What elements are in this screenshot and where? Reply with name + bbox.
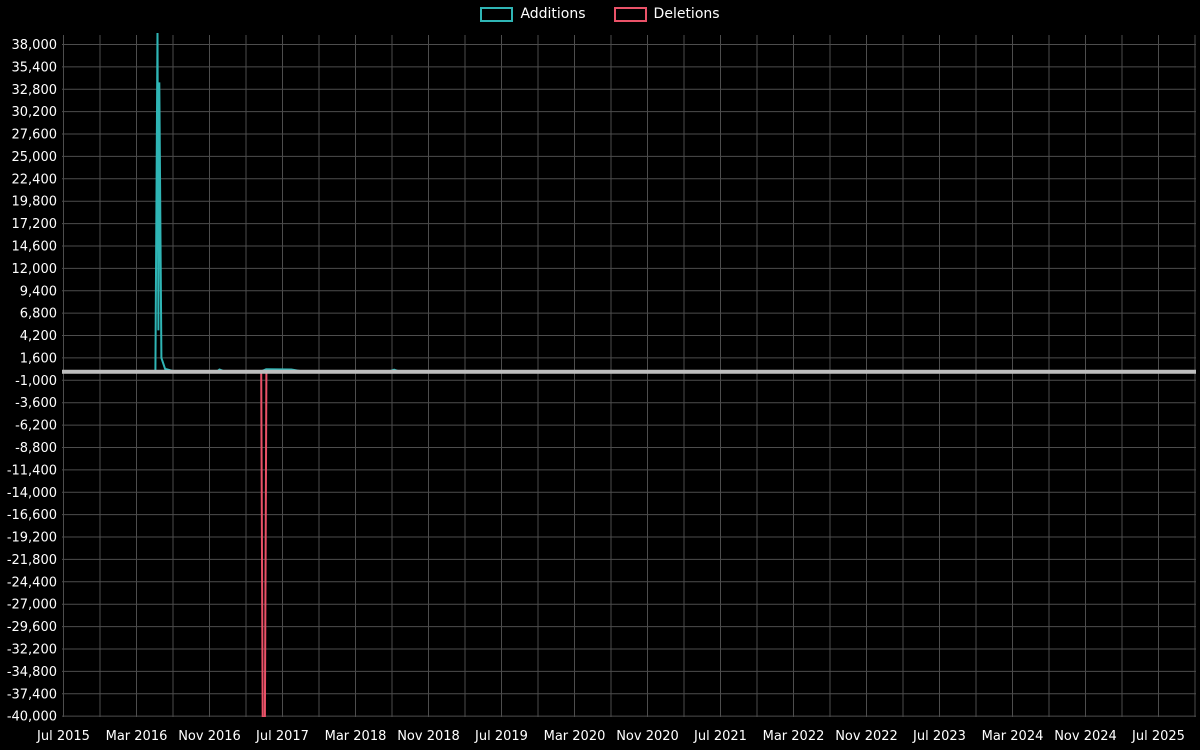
x-axis-label: Mar 2020	[544, 729, 606, 744]
y-axis-label: 22,400	[12, 172, 58, 187]
y-axis-label: 32,800	[12, 83, 58, 98]
y-axis-labels: 38,000 35,400 32,800 30,200 27,600 25,000 22,4…	[7, 38, 57, 725]
x-axis-label: Mar 2018	[325, 729, 387, 744]
x-axis-label: Jul 2023	[912, 729, 966, 744]
x-axis-label: Jul 2021	[693, 729, 747, 744]
y-axis-label: -19,200	[7, 531, 57, 546]
y-axis-label: -8,800	[15, 441, 57, 456]
y-axis-label: -40,000	[7, 710, 57, 725]
x-axis-label: Nov 2020	[616, 729, 679, 744]
gridlines	[62, 35, 1196, 717]
x-axis-label: Mar 2024	[982, 729, 1044, 744]
x-axis-label: Mar 2022	[763, 729, 825, 744]
y-axis-label: -16,600	[7, 508, 57, 523]
y-axis-label: 35,400	[12, 60, 58, 75]
y-axis-label: 27,600	[12, 128, 58, 143]
y-axis-label: -29,600	[7, 620, 57, 635]
y-axis-label: -32,200	[7, 642, 57, 657]
y-axis-label: -14,000	[7, 486, 57, 501]
y-axis-label: 25,000	[12, 150, 58, 165]
y-axis-label: -37,400	[7, 687, 57, 702]
y-axis-label: -24,400	[7, 575, 57, 590]
chart-legend: Additions Deletions	[0, 6, 1200, 22]
y-axis-label: 4,200	[20, 329, 57, 344]
x-axis-label: Jul 2015	[36, 729, 90, 744]
x-axis-label: Mar 2016	[106, 729, 168, 744]
x-axis-label: Jul 2025	[1131, 729, 1185, 744]
y-axis-label: 1,600	[20, 351, 57, 366]
y-axis-label: 12,000	[12, 262, 58, 277]
y-axis-label: 38,000	[12, 38, 58, 53]
y-axis-label: 9,400	[20, 284, 57, 299]
y-axis-label: -34,800	[7, 665, 57, 680]
y-axis-label: -3,600	[15, 396, 57, 411]
legend-label-deletions: Deletions	[653, 6, 720, 22]
x-axis-label: Jul 2019	[474, 729, 528, 744]
legend-item-additions[interactable]: Additions	[480, 6, 586, 22]
y-axis-label: -6,200	[15, 419, 57, 434]
x-axis-label: Nov 2018	[397, 729, 460, 744]
y-axis-label: -11,400	[7, 463, 57, 478]
x-axis-label: Nov 2016	[178, 729, 241, 744]
y-axis-label: -27,000	[7, 598, 57, 613]
legend-label-additions: Additions	[520, 6, 586, 22]
y-axis-label: 19,800	[12, 195, 58, 210]
series-line-deletions	[63, 370, 1195, 717]
x-axis-label: Nov 2022	[835, 729, 898, 744]
deletions-swatch-icon	[613, 6, 647, 22]
y-axis-label: -1,000	[15, 374, 57, 389]
x-axis-label: Nov 2024	[1054, 729, 1117, 744]
y-axis-label: -21,800	[7, 553, 57, 568]
y-axis-label: 14,600	[12, 239, 58, 254]
y-axis-label: 30,200	[12, 105, 58, 120]
y-axis-label: 6,800	[20, 307, 57, 322]
y-axis-label: 17,200	[12, 217, 58, 232]
legend-item-deletions[interactable]: Deletions	[613, 6, 720, 22]
additions-swatch-icon	[480, 6, 514, 22]
x-axis-label: Jul 2017	[255, 729, 309, 744]
x-axis-labels: Jul 2015 Mar 2016 Nov 2016 Jul 2017 Mar 2018…	[36, 729, 1185, 744]
